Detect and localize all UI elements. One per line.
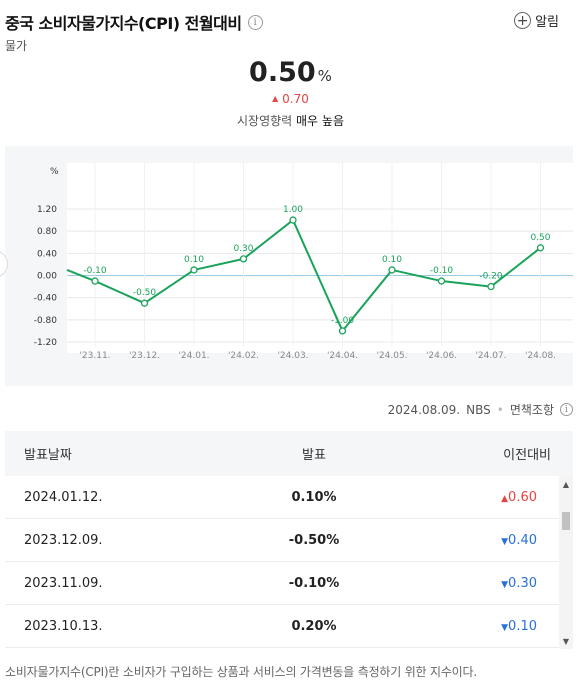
category-label: 물가 <box>5 39 28 53</box>
table-scrollbar[interactable]: ▲ ▼ <box>559 476 573 649</box>
disclaimer-info-icon[interactable]: i <box>560 403 573 416</box>
current-value-unit: % <box>317 67 332 85</box>
plot-area <box>67 163 573 353</box>
row-prev-value: 0.40 <box>508 532 537 548</box>
x-tick-label: '24.07. <box>475 351 506 361</box>
scroll-down-arrow-icon[interactable]: ▼ <box>562 636 570 646</box>
table-row: 2023.12.09. -0.50% ▼0.40 <box>5 519 573 562</box>
alarm-label: 알림 <box>535 15 559 30</box>
x-tick-label: '23.11. <box>79 351 110 361</box>
change-indicator: ▲ 0.70 <box>0 92 581 106</box>
data-point <box>91 277 99 285</box>
y-tick-label: 1.20 <box>37 205 57 215</box>
source-agency: NBS <box>466 402 491 417</box>
down-arrow-icon: ▼ <box>501 622 509 633</box>
y-tick-label: -0.80 <box>34 316 58 326</box>
row-date: 2024.01.12. <box>24 489 103 505</box>
change-value: 0.70 <box>282 92 309 106</box>
impact-value: 매우 높음 <box>296 114 344 128</box>
data-label: 0.10 <box>382 255 402 265</box>
impact-label: 시장영향력 <box>236 114 293 128</box>
data-label: -0.10 <box>83 266 107 276</box>
row-date: 2023.10.13. <box>24 618 103 634</box>
column-header-value: 발표 <box>302 448 326 463</box>
row-value: -0.50% <box>288 532 340 548</box>
data-point <box>140 299 149 307</box>
data-point <box>437 277 446 285</box>
row-prev: ▼0.10 <box>433 619 573 634</box>
title-row: 중국 소비자물가지수(CPI) 전월대비 i <box>5 10 263 34</box>
row-date: 2023.12.09. <box>24 532 103 548</box>
alarm-button[interactable]: + 알림 <box>514 11 559 30</box>
x-tick-label: '24.06. <box>426 351 457 361</box>
data-label: -0.20 <box>479 272 503 282</box>
down-arrow-icon: ▼ <box>501 536 509 547</box>
x-tick-label: '24.03. <box>277 351 308 361</box>
x-tick-label: '24.08. <box>525 351 556 361</box>
line-chart: % 1.20 0.80 0.40 0.00 -0.40 -0.80 -1.20 '23.11. '… <box>5 146 573 386</box>
data-point <box>536 244 545 252</box>
row-value: 0.20% <box>291 618 337 634</box>
current-value-number: 0.50 <box>249 57 316 88</box>
disclaimer-link[interactable]: 면책조항 <box>509 403 554 417</box>
up-arrow-icon: ▲ <box>501 493 509 504</box>
data-label: -0.10 <box>430 266 454 276</box>
table-row: 2024.01.12. 0.10% ▲0.60 <box>5 476 573 519</box>
up-arrow-icon: ▲ <box>272 94 279 103</box>
row-prev-value: 0.60 <box>508 489 537 505</box>
row-prev-value: 0.30 <box>508 575 537 591</box>
market-impact: 시장영향력 매우 높음 <box>0 112 581 129</box>
y-unit-label: % <box>50 167 59 177</box>
x-tick-label: '23.12. <box>129 351 160 361</box>
data-label: -0.50 <box>133 288 157 298</box>
column-header-date: 발표날짜 <box>24 448 72 463</box>
column-header-prev: 이전대비 <box>503 448 551 463</box>
scrollbar-thumb[interactable] <box>562 512 570 530</box>
row-prev: ▼0.30 <box>433 576 573 591</box>
data-label: -1.00 <box>331 316 355 326</box>
current-value: 0.50% <box>0 57 581 88</box>
x-tick-label: '24.02. <box>228 351 259 361</box>
row-prev: ▲0.60 <box>433 490 573 505</box>
y-tick-label: 0.80 <box>37 227 57 237</box>
y-tick-label: 0.40 <box>37 249 57 259</box>
table-body[interactable]: 2024.01.12. 0.10% ▲0.60 2023.12.09. -0.5… <box>5 476 573 649</box>
row-prev-value: 0.10 <box>508 618 537 634</box>
y-tick-label: -0.40 <box>34 294 58 304</box>
x-tick-label: '24.04. <box>327 351 358 361</box>
y-tick-label: -1.20 <box>34 338 58 348</box>
data-label: 0.30 <box>233 244 253 254</box>
table-row: 2023.11.09. -0.10% ▼0.30 <box>5 562 573 605</box>
table-row: 2023.10.13. 0.20% ▼0.10 <box>5 605 573 648</box>
row-value: 0.10% <box>291 489 337 505</box>
data-label: 0.10 <box>184 255 204 265</box>
separator-dot: • <box>496 402 504 417</box>
x-tick-label: '24.01. <box>178 351 209 361</box>
source-row: 2024.08.09. NBS • 면책조항 i <box>388 401 573 418</box>
data-label: 0.50 <box>530 233 550 243</box>
row-date: 2023.11.09. <box>24 575 103 591</box>
data-label: 1.00 <box>283 205 303 215</box>
data-point <box>388 266 396 274</box>
cpi-description: 소비자물가지수(CPI)란 소비자가 구입하는 상품과 서비스의 가격변동을 측… <box>5 665 477 679</box>
data-point <box>487 282 495 291</box>
x-tick-label: '24.05. <box>376 351 407 361</box>
info-icon[interactable]: i <box>247 14 263 30</box>
data-point <box>239 255 248 263</box>
table-header: 발표날짜 발표 이전대비 <box>5 431 573 476</box>
scroll-up-arrow-icon[interactable]: ▲ <box>562 479 570 489</box>
data-point <box>338 327 347 335</box>
row-value: -0.10% <box>288 575 340 591</box>
row-prev: ▼0.40 <box>433 533 573 548</box>
data-point <box>289 216 297 224</box>
data-point <box>190 266 198 274</box>
plus-circle-icon: + <box>514 12 532 29</box>
down-arrow-icon: ▼ <box>501 579 509 590</box>
y-tick-label: 0.00 <box>37 272 57 282</box>
release-date: 2024.08.09. <box>387 402 461 417</box>
chart-svg: % 1.20 0.80 0.40 0.00 -0.40 -0.80 -1.20 '23.11. '… <box>34 163 573 361</box>
page-title: 중국 소비자물가지수(CPI) 전월대비 <box>5 14 242 33</box>
release-history-table: 발표날짜 발표 이전대비 2024.01.12. 0.10% ▲0.60 202… <box>5 431 573 649</box>
